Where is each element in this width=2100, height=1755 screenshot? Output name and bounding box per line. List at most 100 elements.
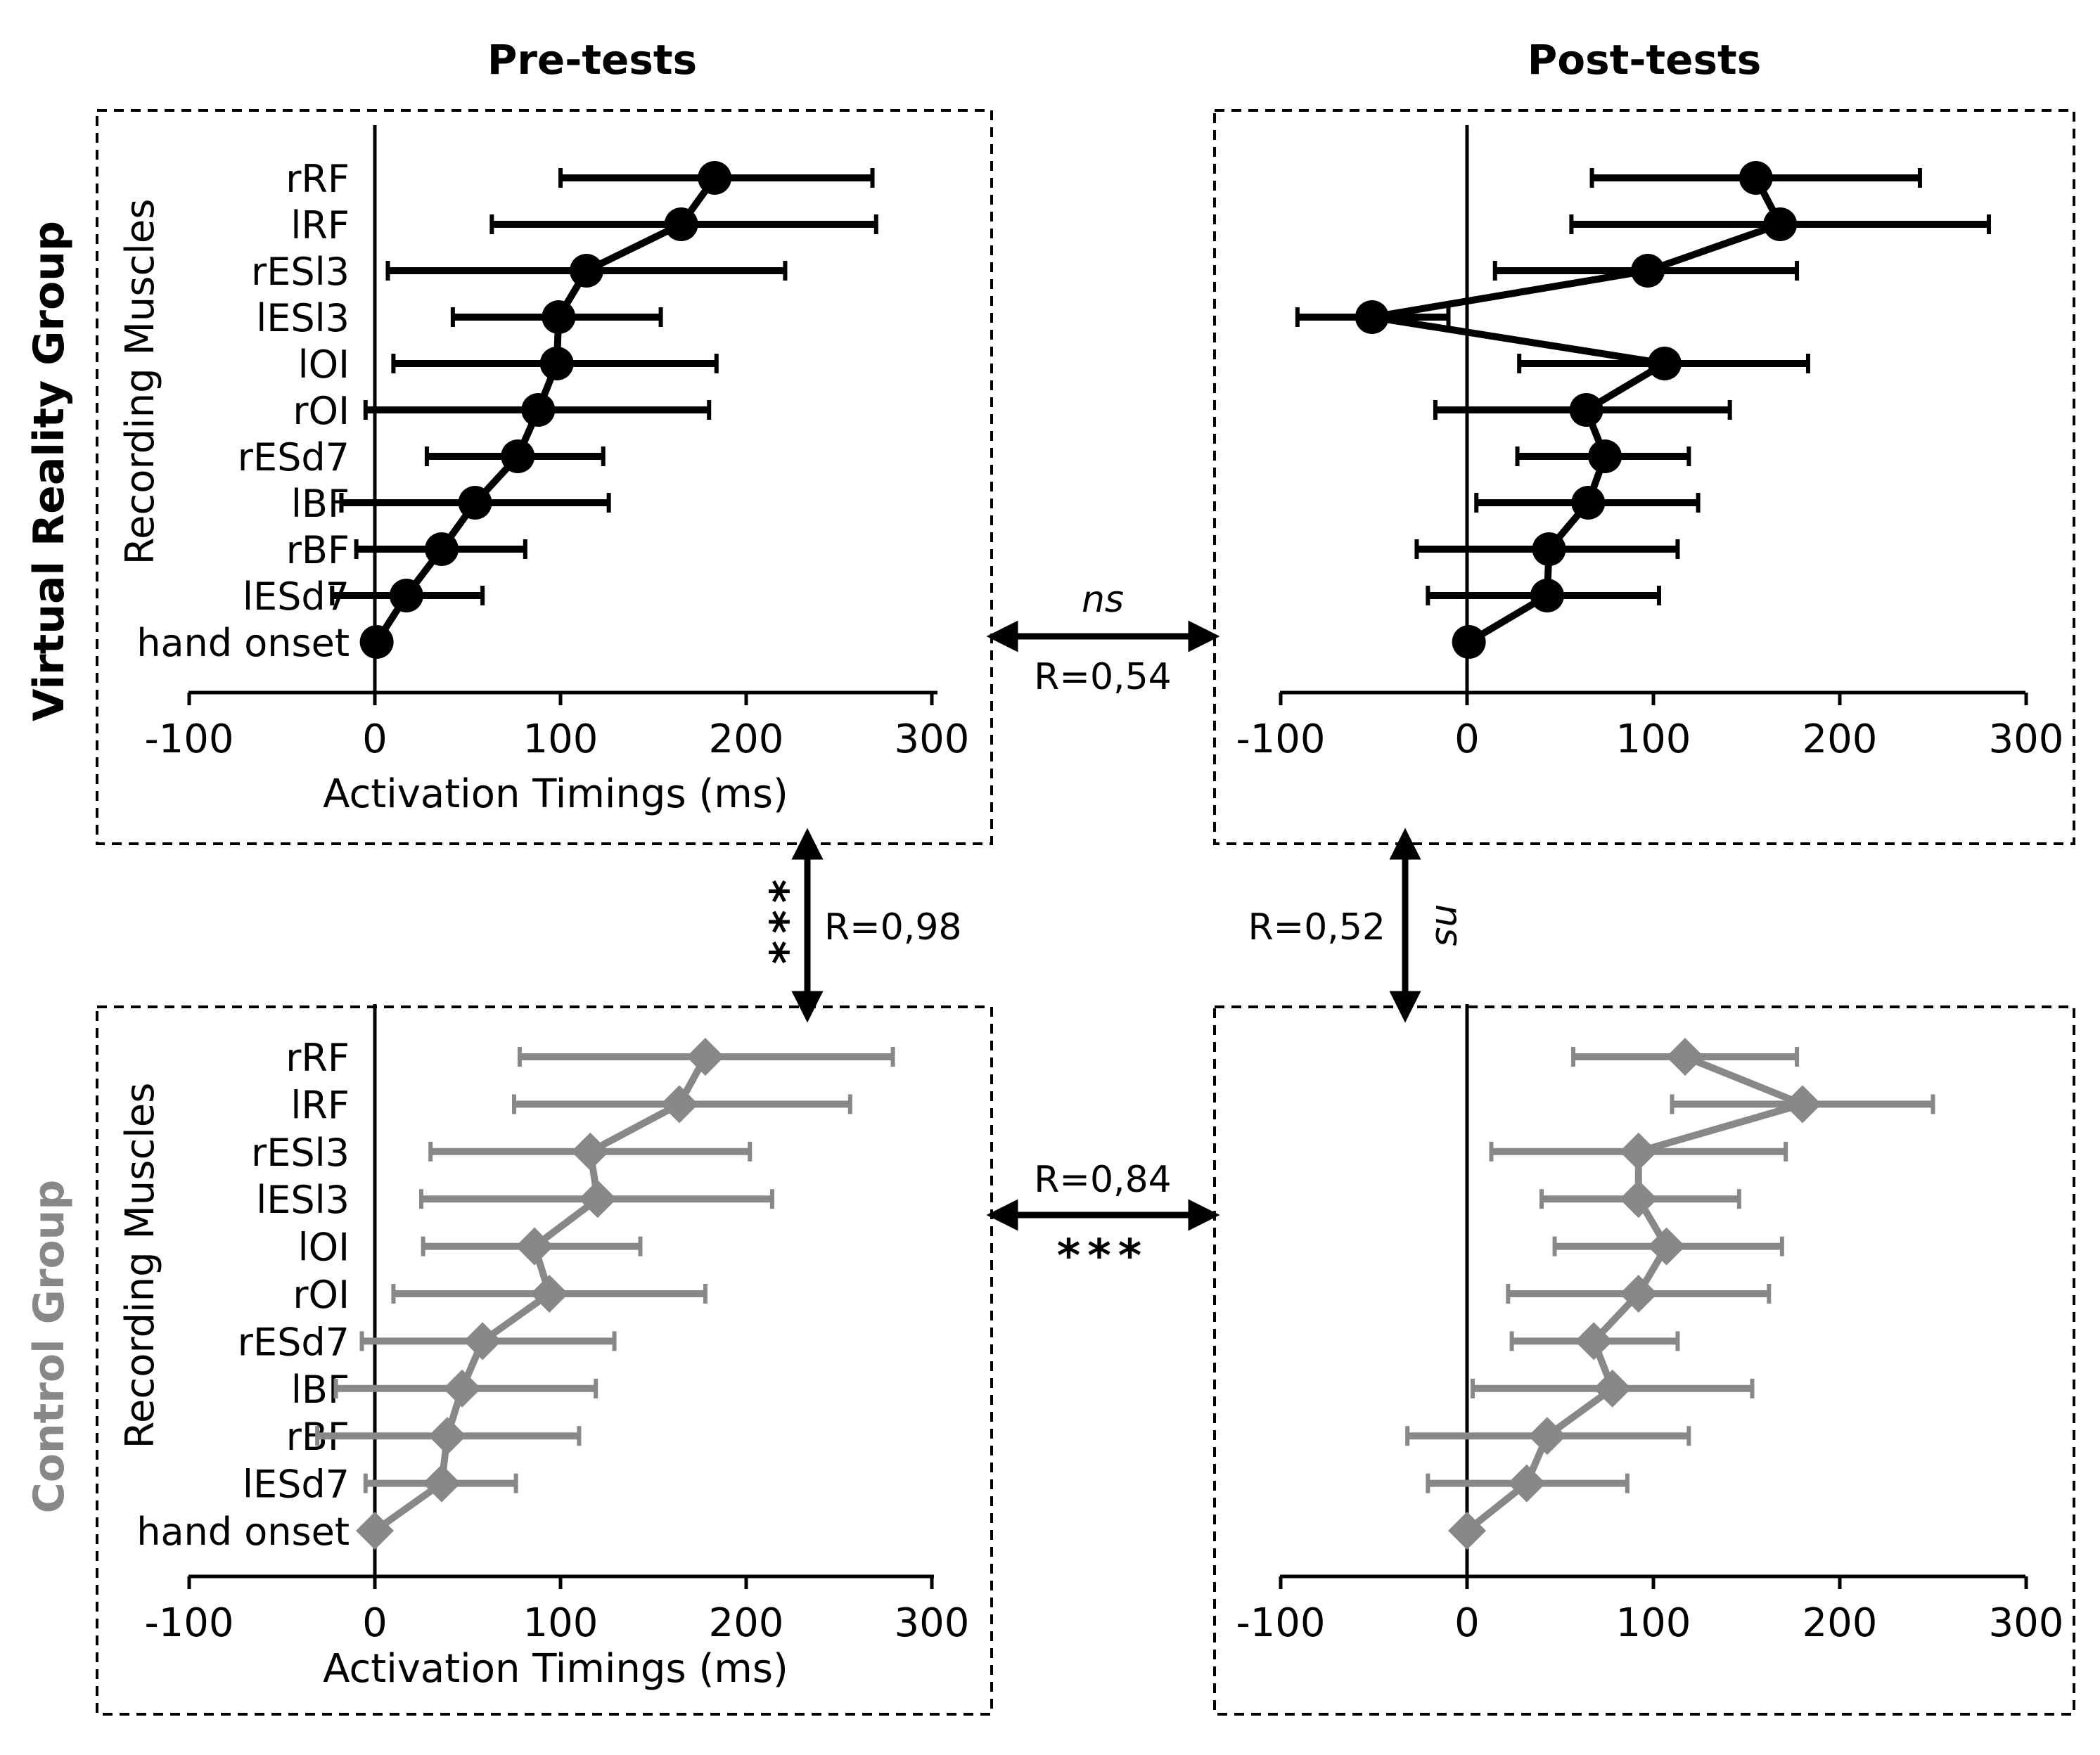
category-label: rBF — [286, 528, 350, 572]
data-point — [1569, 393, 1603, 427]
x-tick-label: 0 — [362, 716, 388, 762]
x-tick-label: 200 — [1803, 716, 1878, 762]
data-point — [1355, 300, 1389, 334]
data-point — [1575, 1322, 1613, 1361]
data-point — [571, 1132, 610, 1171]
data-point — [443, 1369, 482, 1408]
data-point — [356, 1512, 394, 1550]
y-axis-label: Recording Muscles — [117, 199, 163, 565]
x-tick-label: -100 — [1236, 716, 1325, 762]
x-tick-label: 200 — [709, 716, 784, 762]
data-point — [1528, 1417, 1566, 1455]
category-label: lOI — [298, 342, 350, 387]
data-point — [530, 1275, 569, 1313]
sig-vr-pre-post: ns — [1082, 579, 1124, 621]
data-point — [542, 300, 576, 334]
category-label: lESd7 — [243, 1462, 350, 1507]
row-title-vr: Virtual Reality Group — [25, 221, 74, 721]
data-point — [521, 393, 556, 427]
category-label: rRF — [286, 1036, 350, 1080]
data-point — [463, 1322, 502, 1361]
category-label: rESd7 — [238, 435, 350, 480]
data-point — [428, 1417, 466, 1455]
category-label: lESl3 — [256, 296, 350, 340]
x-tick-label: 200 — [1803, 1600, 1878, 1646]
category-label: rESl3 — [251, 1131, 350, 1175]
row-title-control: Control Group — [25, 1180, 74, 1514]
column-title-post: Post-tests — [1528, 36, 1762, 84]
data-point — [1763, 207, 1798, 241]
data-point — [1666, 1038, 1705, 1076]
data-point — [1507, 1464, 1546, 1503]
data-point — [698, 161, 732, 195]
data-point — [1647, 1227, 1686, 1266]
x-tick-label: 100 — [1616, 1600, 1691, 1646]
x-axis-label: Activation Timings (ms) — [323, 771, 788, 817]
sig-pre-vr-control: *** — [745, 880, 797, 971]
panel-vr-post: -100 0 100 200 300 — [1213, 109, 2075, 845]
data-point — [1530, 579, 1564, 612]
data-point — [425, 532, 459, 566]
x-tick-label: 300 — [895, 716, 970, 762]
panel-frame — [1213, 1005, 2075, 1716]
data-point — [359, 625, 394, 659]
x-tick-label: 0 — [1454, 1600, 1480, 1646]
x-tick-label: -100 — [144, 1600, 233, 1646]
x-tick-label: 0 — [362, 1600, 388, 1646]
data-point — [569, 254, 603, 288]
data-point — [1452, 625, 1486, 659]
panel-control-post: -100 0 100 200 300 — [1213, 1004, 2075, 1716]
x-tick-label: 100 — [1616, 716, 1691, 762]
panel-control-pre: Recording Muscles Activation Timings (ms… — [96, 1004, 993, 1716]
data-point — [1739, 161, 1773, 195]
data-point — [1593, 1369, 1632, 1408]
x-tick-label: -100 — [144, 716, 233, 762]
x-tick-label: 300 — [1989, 716, 2064, 762]
category-label: hand onset — [136, 621, 350, 665]
data-point — [660, 1085, 698, 1124]
panel-frame — [96, 1005, 993, 1716]
data-point — [1532, 532, 1566, 566]
category-label: rOI — [293, 389, 350, 433]
r-pre-vr-control: R=0,98 — [824, 906, 961, 949]
sig-control-pre-post: *** — [1057, 1230, 1148, 1282]
panel-frame — [96, 109, 993, 845]
category-label: lOI — [298, 1226, 350, 1270]
data-point — [539, 347, 574, 380]
x-tick-label: -100 — [1236, 1600, 1325, 1646]
data-point — [1784, 1085, 1822, 1124]
data-point — [578, 1180, 617, 1219]
data-point — [1631, 254, 1665, 288]
data-point — [1619, 1180, 1658, 1219]
category-label: rESl3 — [251, 250, 350, 294]
category-label: lRF — [290, 1083, 350, 1127]
column-title-pre: Pre-tests — [487, 36, 697, 84]
x-tick-label: 0 — [1454, 716, 1480, 762]
x-axis-label: Activation Timings (ms) — [323, 1646, 788, 1692]
r-vr-pre-post: R=0,54 — [1034, 656, 1171, 698]
data-point — [1448, 1512, 1486, 1550]
x-tick-label: 300 — [895, 1600, 970, 1646]
x-tick-label: 100 — [523, 716, 598, 762]
x-tick-label: 300 — [1989, 1600, 2064, 1646]
category-label: rESd7 — [238, 1320, 350, 1364]
data-point — [423, 1464, 461, 1503]
category-label: rRF — [286, 157, 350, 201]
x-tick-label: 100 — [523, 1600, 598, 1646]
x-tick-label: 200 — [709, 1600, 784, 1646]
category-label: lRF — [290, 203, 350, 248]
category-label: lESl3 — [256, 1178, 350, 1222]
category-label: hand onset — [136, 1510, 350, 1554]
panel-frame — [1213, 109, 2075, 845]
data-point — [1571, 486, 1606, 520]
data-point — [516, 1227, 554, 1266]
r-post-vr-control: R=0,52 — [1248, 906, 1385, 949]
data-point — [458, 486, 492, 520]
data-point — [1647, 347, 1682, 380]
data-point — [389, 579, 423, 612]
category-label: rOI — [293, 1273, 350, 1317]
y-axis-label: Recording Muscles — [117, 1083, 163, 1449]
data-point — [664, 207, 698, 241]
data-point — [1619, 1132, 1658, 1171]
